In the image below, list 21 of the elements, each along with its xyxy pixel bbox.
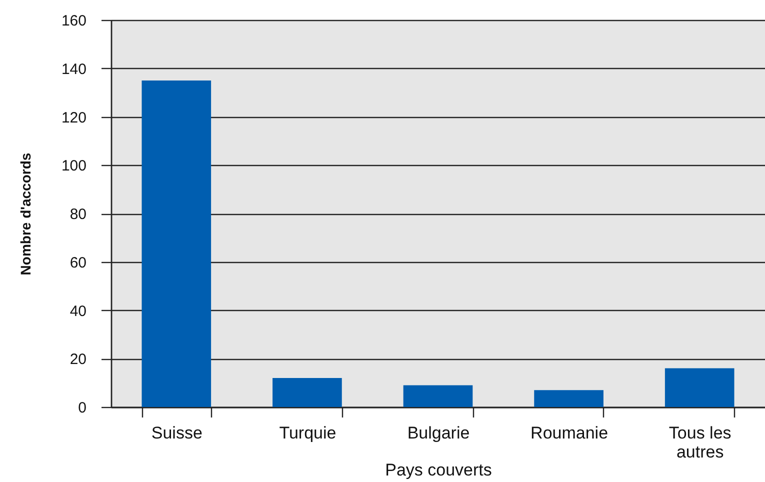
y-tick-label: 20 [70, 351, 86, 368]
y-tick-label: 40 [70, 302, 86, 320]
y-tick-label: 60 [70, 254, 86, 272]
y-tick-label: 0 [78, 400, 86, 416]
x-tick-label: Roumanie [530, 424, 608, 442]
y-tick-label: 160 [61, 12, 86, 30]
bar [534, 390, 604, 407]
y-tick-label: 100 [61, 158, 86, 175]
y-tick-label: 80 [70, 206, 86, 223]
x-tick-label: Bulgarie [407, 424, 470, 442]
bar [142, 80, 212, 407]
bar [664, 368, 734, 407]
bar [272, 378, 342, 407]
bar [403, 385, 473, 407]
x-tick-label: Suisse [151, 424, 202, 442]
x-tick-label: Tous les autres [668, 424, 732, 462]
x-tick-label: Turquie [279, 424, 336, 442]
y-tick-label: 140 [61, 60, 86, 78]
y-axis-title: Nombre d'accords [17, 152, 34, 276]
y-tick-label: 120 [61, 109, 86, 126]
x-axis-title: Pays couverts [385, 460, 492, 480]
